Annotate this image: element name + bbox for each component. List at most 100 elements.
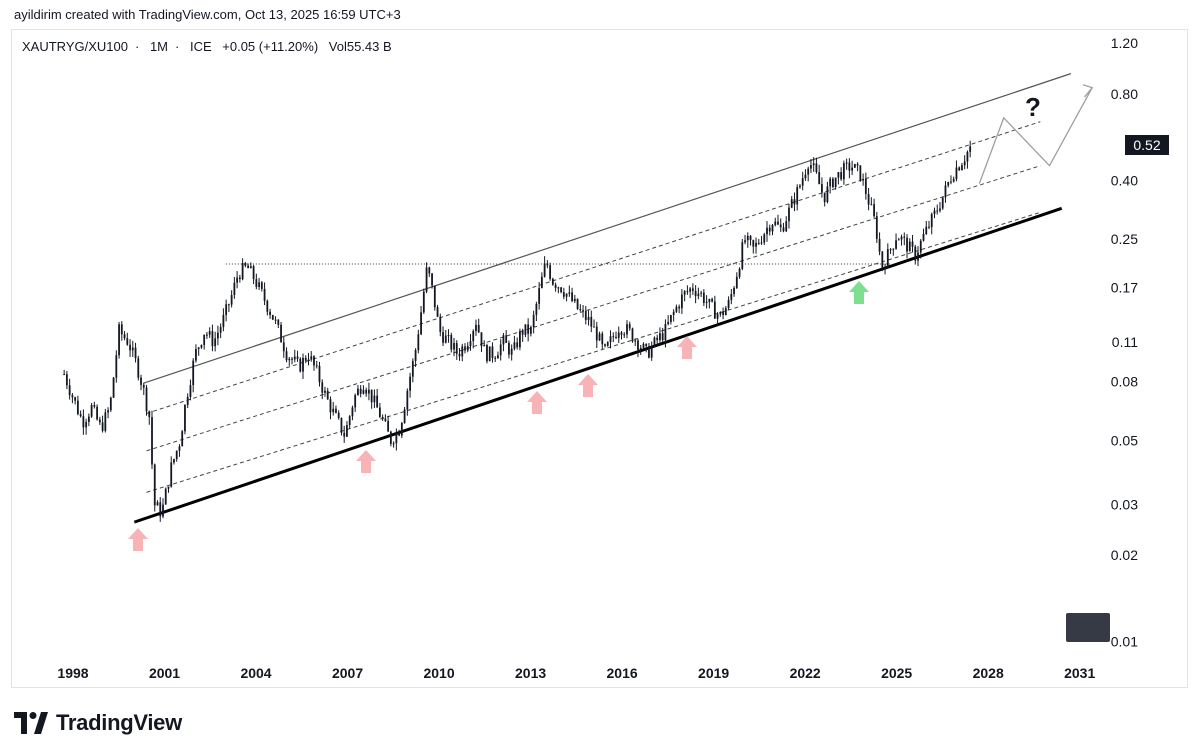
candle-body <box>156 502 159 506</box>
candle-body <box>211 331 214 347</box>
price-axis[interactable]: 1.20 0.80 0.40 0.25 0.17 0.11 0.08 0.05 0.03 0.02… <box>1111 35 1138 649</box>
candle-body <box>650 346 653 358</box>
candle-body <box>195 349 197 361</box>
y-tick-label: 0.80 <box>1111 86 1138 102</box>
candle-body <box>414 350 417 361</box>
candle-body <box>206 334 208 336</box>
x-tick-label: 2019 <box>698 665 729 681</box>
time-axis[interactable]: 1998 2001 2004 2007 2010 2013 2016 2019 2022 2025… <box>57 665 1095 681</box>
candle-body <box>779 224 782 228</box>
candle-body <box>291 358 293 360</box>
candle-body <box>941 197 944 209</box>
candle-body <box>488 346 491 362</box>
candle-body <box>755 242 757 247</box>
candle-body <box>68 385 71 396</box>
legend-interval[interactable]: 1M <box>149 39 168 54</box>
candle-body <box>939 208 941 211</box>
candle-body <box>680 294 683 309</box>
candle-body <box>450 335 453 350</box>
legend-change: +0.05 (+11.20%) <box>222 39 319 54</box>
candle-body <box>332 408 335 413</box>
candle-body <box>906 237 908 252</box>
candle-body <box>381 417 384 419</box>
candle-body <box>637 340 639 350</box>
candle-body <box>285 351 288 361</box>
candle-body <box>746 235 749 241</box>
candle-body <box>282 342 285 352</box>
candle-body <box>609 336 612 343</box>
candle-body <box>859 165 862 181</box>
candle-body <box>760 242 763 244</box>
candle-body <box>818 172 821 185</box>
candle-body <box>351 407 354 417</box>
candle-body <box>788 207 790 222</box>
candle-body <box>733 287 735 295</box>
candle-body <box>793 199 796 205</box>
candle-body <box>821 184 823 193</box>
candle-body <box>919 240 922 253</box>
candle-body <box>724 308 727 316</box>
candle-body <box>659 333 661 341</box>
candle-body <box>197 347 200 350</box>
candle-body <box>499 344 502 356</box>
candle-body <box>354 395 357 408</box>
candle-body <box>329 399 332 413</box>
candle-body <box>573 298 576 302</box>
tradingview-logo[interactable]: TradingView <box>14 710 182 736</box>
candle-body <box>398 432 401 436</box>
candle-body <box>472 331 475 342</box>
candle-body <box>823 192 826 203</box>
symbol-legend[interactable]: XAUTRYG/XU100 · 1M · ICE +0.05 (+11.20%) V… <box>22 39 399 54</box>
y-tick-label: 0.25 <box>1111 231 1138 247</box>
candle-body <box>79 414 82 417</box>
candle-body <box>648 346 650 358</box>
candle-body <box>612 336 615 338</box>
candle-body <box>244 263 247 266</box>
candle-body <box>227 304 230 306</box>
candle-body <box>403 409 406 424</box>
candle-body <box>922 233 925 241</box>
candle-body <box>631 328 634 342</box>
trendline-drawings[interactable]: ? <box>133 73 1094 524</box>
candle-body <box>123 334 126 339</box>
legend-symbol[interactable]: XAUTRYG/XU100 <box>22 39 128 54</box>
legend-volume: Vol55.43 B <box>328 39 392 54</box>
candle-body <box>700 292 703 294</box>
candle-body <box>532 314 535 328</box>
candle-body <box>315 365 318 367</box>
candle-body <box>615 336 617 338</box>
support-touch-arrow-4 <box>578 374 598 397</box>
candle-body <box>845 162 848 164</box>
candle-body <box>148 411 151 418</box>
candle-body <box>422 291 425 313</box>
candle-body <box>900 236 903 240</box>
candle-body <box>519 331 521 348</box>
candle-body <box>917 252 919 261</box>
candle-body <box>812 163 815 166</box>
candle-body <box>925 226 928 234</box>
candle-body <box>137 358 140 378</box>
candle-body <box>310 356 313 360</box>
candle-body <box>494 357 497 359</box>
x-tick-label: 2028 <box>973 665 1004 681</box>
candle-body <box>409 376 411 391</box>
candle-body <box>571 292 573 302</box>
candle-body <box>848 162 851 171</box>
candle-body <box>757 242 760 244</box>
candle-body <box>598 333 601 341</box>
candle-body <box>104 412 107 431</box>
candle-body <box>307 359 310 361</box>
scroll-to-latest-button[interactable] <box>1066 613 1110 642</box>
candle-body <box>233 282 236 296</box>
candle-body <box>192 360 195 386</box>
attribution-text: ayildirim created with TradingView.com, … <box>14 7 401 22</box>
candle-body <box>675 306 678 312</box>
candle-body <box>933 210 936 215</box>
candle-body <box>439 316 442 333</box>
candle-body <box>634 340 637 342</box>
candle-body <box>230 295 233 305</box>
candle-body <box>365 389 368 394</box>
candle-body <box>782 227 785 232</box>
candle-body <box>768 227 771 232</box>
